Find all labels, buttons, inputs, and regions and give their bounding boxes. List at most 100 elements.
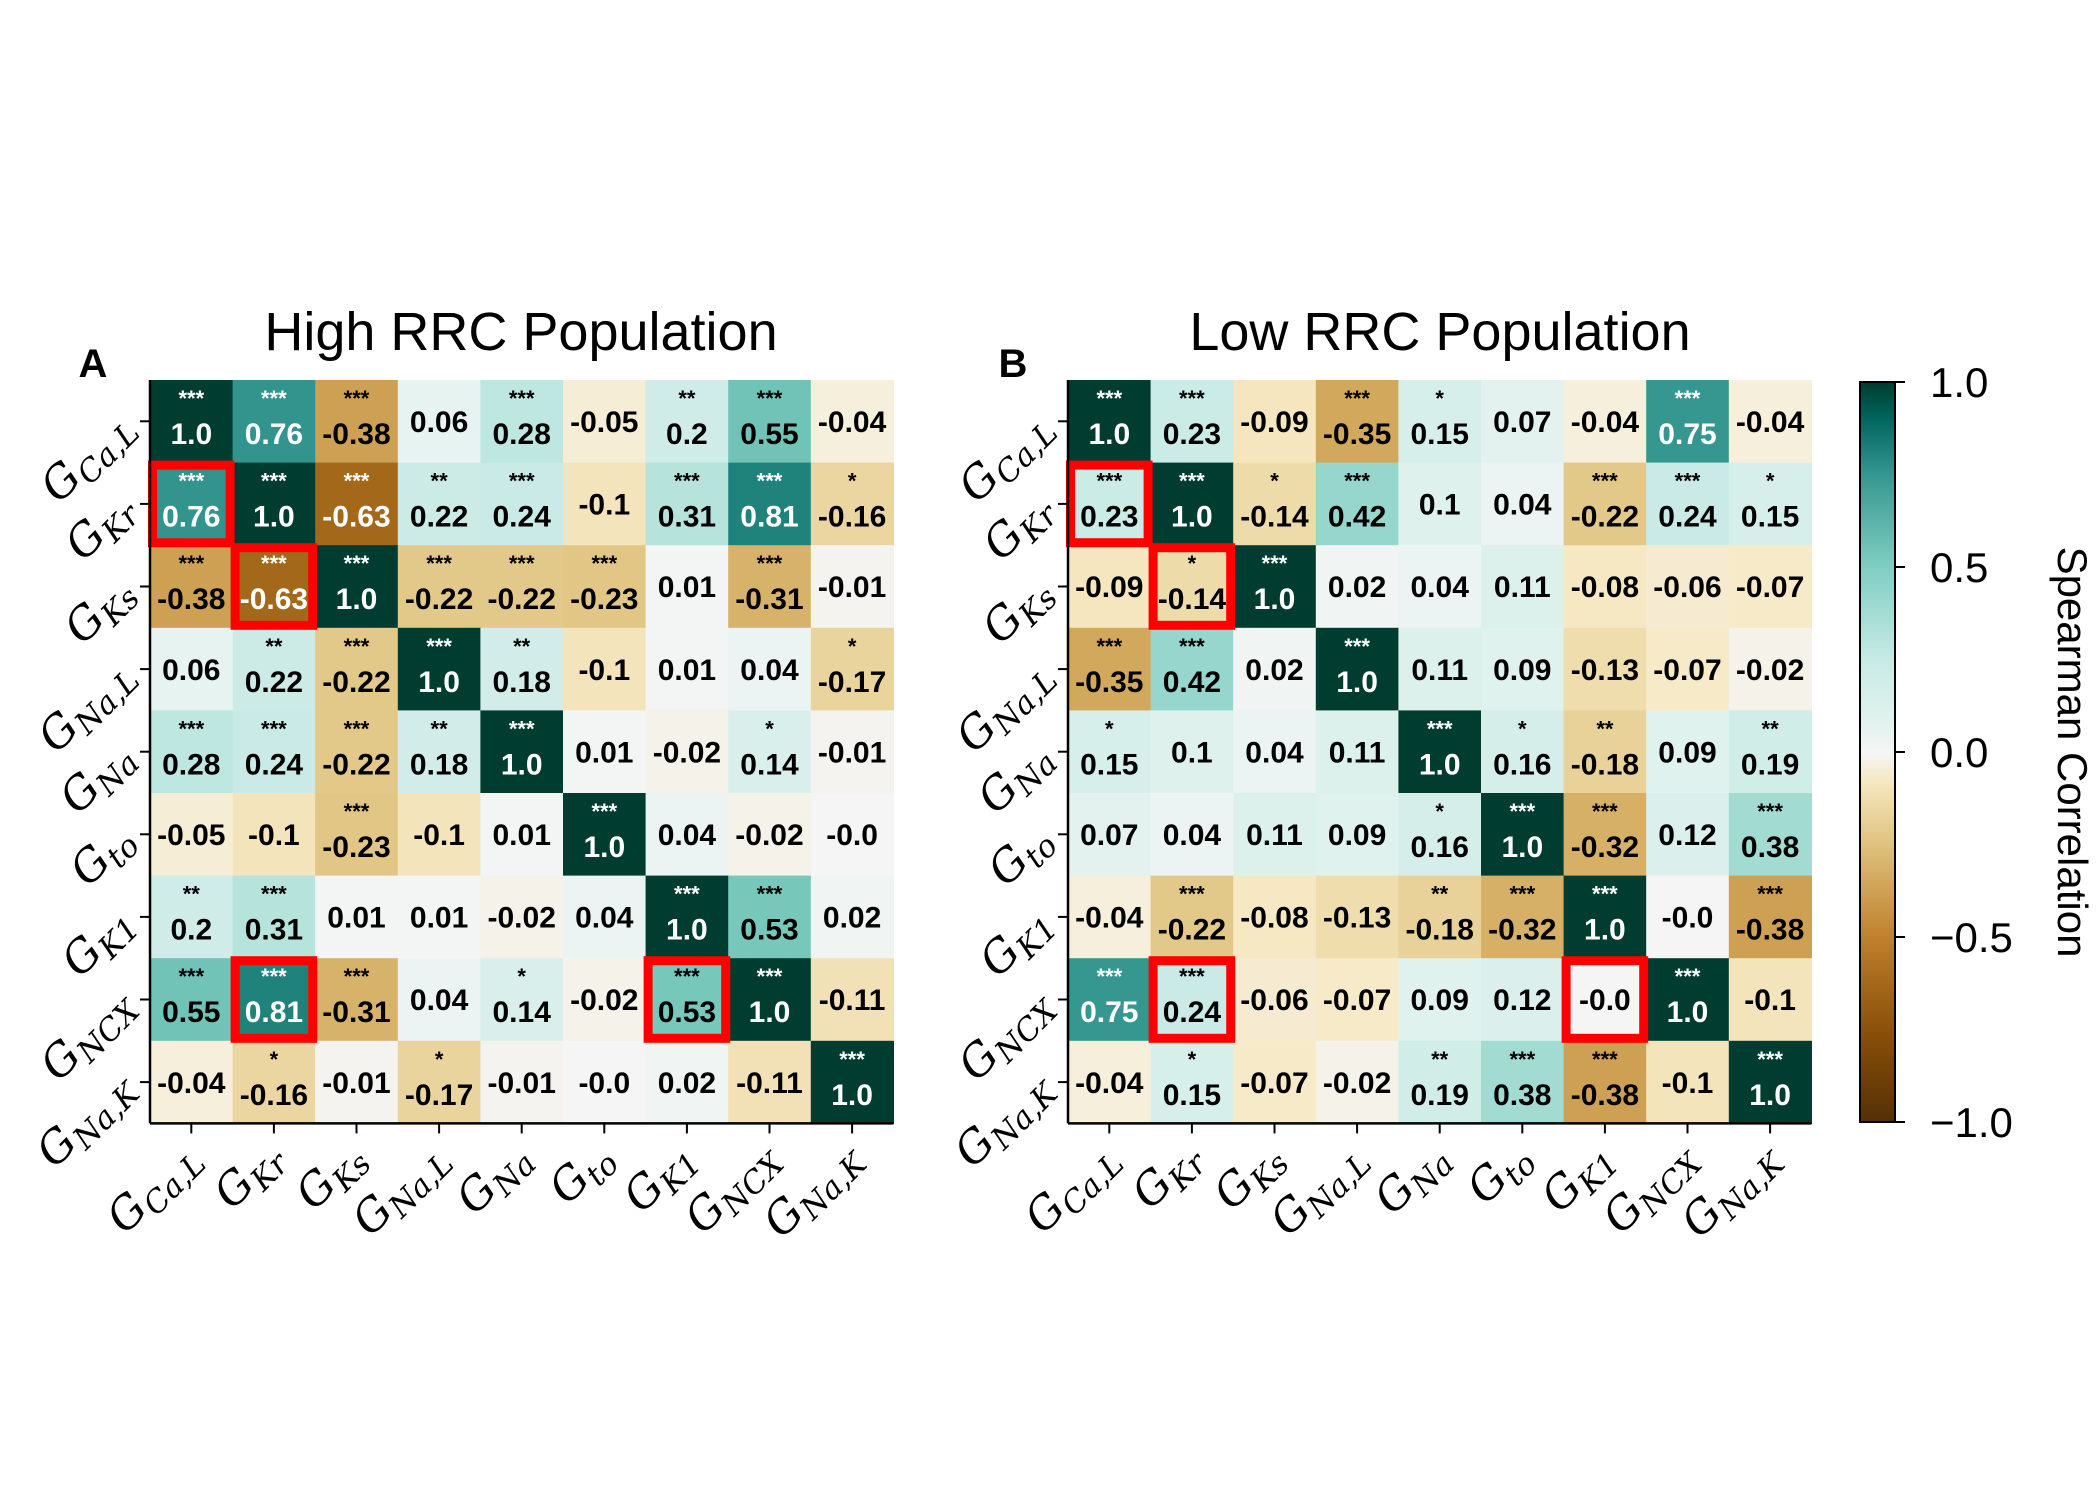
cell-value-label: 1.0 bbox=[1254, 583, 1296, 616]
cell-significance-label: *** bbox=[757, 551, 783, 576]
cell-value-label: -0.09 bbox=[1240, 406, 1308, 439]
cell-value-label: -0.1 bbox=[413, 819, 465, 852]
cell-value-label: -0.32 bbox=[1488, 914, 1556, 947]
heatmap-cell bbox=[1481, 793, 1565, 877]
cell-value-label: 0.31 bbox=[658, 501, 716, 534]
cell-value-label: 1.0 bbox=[501, 748, 543, 781]
heatmap-cell bbox=[480, 793, 564, 877]
cell-value-label: -0.05 bbox=[157, 819, 225, 852]
cell-value-label: 0.53 bbox=[658, 996, 716, 1029]
heatmap-cell bbox=[1646, 793, 1730, 877]
cell-significance-label: ** bbox=[265, 634, 283, 659]
heatmap-cell bbox=[1315, 793, 1399, 877]
cell-value-label: 1.0 bbox=[418, 666, 460, 699]
cell-significance-label: *** bbox=[261, 882, 287, 907]
heatmap-cell bbox=[810, 462, 894, 546]
cell-value-label: 0.09 bbox=[1493, 654, 1551, 687]
heatmap-cell bbox=[645, 1040, 729, 1124]
y-tick-label: GCa,L bbox=[31, 400, 148, 517]
heatmap-cell bbox=[1481, 545, 1565, 629]
y-tick-label: GKs bbox=[972, 565, 1065, 658]
heatmap-cell bbox=[810, 875, 894, 959]
heatmap-cell bbox=[397, 793, 481, 877]
heatmap-cell bbox=[1068, 627, 1152, 711]
cell-significance-label: *** bbox=[757, 469, 783, 494]
heatmap-cell bbox=[315, 545, 399, 629]
heatmap-cell bbox=[480, 875, 564, 959]
cell-value-label: 0.01 bbox=[658, 571, 716, 604]
cell-value-label: -0.01 bbox=[322, 1067, 390, 1100]
heatmap-cell bbox=[1398, 710, 1482, 794]
cell-value-label: 0.31 bbox=[245, 914, 303, 947]
cell-significance-label: *** bbox=[261, 964, 287, 989]
highlight-box bbox=[643, 956, 731, 1043]
heatmap-cell bbox=[1728, 875, 1812, 959]
heatmap-cell bbox=[1315, 710, 1399, 794]
heatmap-cell bbox=[1068, 710, 1152, 794]
heatmap-cell bbox=[810, 958, 894, 1042]
panel-b-title: Low RRC Population bbox=[1189, 302, 1690, 362]
heatmap-cell bbox=[1150, 380, 1234, 464]
heatmap-cell bbox=[728, 462, 812, 546]
cell-value-label: 1.0 bbox=[749, 996, 791, 1029]
cell-value-label: -0.07 bbox=[1653, 654, 1721, 687]
cell-significance-label: *** bbox=[1592, 799, 1618, 824]
y-tick-label: GNa,L bbox=[946, 648, 1065, 767]
cell-value-label: 0.01 bbox=[327, 902, 385, 935]
heatmap-cell bbox=[397, 462, 481, 546]
y-tick-label: GNa,K bbox=[26, 1060, 148, 1182]
cell-value-label: 0.06 bbox=[410, 406, 468, 439]
x-tick-label: GKr bbox=[204, 1130, 298, 1224]
y-tick-label: GK1 bbox=[52, 896, 147, 991]
cell-value-label: 0.2 bbox=[666, 418, 708, 451]
heatmap-cell bbox=[1646, 1040, 1730, 1124]
cell-value-label: -0.35 bbox=[1075, 666, 1143, 699]
heatmap-cell bbox=[1481, 710, 1565, 794]
cell-value-label: 0.24 bbox=[1658, 501, 1717, 534]
y-tick-label: GKs bbox=[54, 565, 147, 658]
cell-significance-label: ** bbox=[1431, 1047, 1449, 1072]
highlight-box bbox=[1561, 956, 1649, 1043]
heatmap-cell bbox=[563, 545, 647, 629]
heatmap-cell bbox=[1315, 958, 1399, 1042]
cell-value-label: 0.11 bbox=[1494, 571, 1551, 604]
heatmap-cell bbox=[397, 710, 481, 794]
cell-significance-label: *** bbox=[757, 964, 783, 989]
cell-value-label: 0.04 bbox=[1493, 489, 1552, 522]
cell-value-label: 0.42 bbox=[1163, 666, 1221, 699]
colorbar-gradient bbox=[1859, 381, 1896, 1123]
cell-value-label: -0.18 bbox=[1406, 914, 1474, 947]
heatmap-cell bbox=[1068, 958, 1152, 1042]
heatmap-cell bbox=[315, 875, 399, 959]
heatmap-cell bbox=[232, 627, 316, 711]
cell-significance-label: ** bbox=[678, 386, 696, 411]
cell-value-label: 1.0 bbox=[336, 583, 378, 616]
y-tick-label: GNa,L bbox=[28, 648, 147, 767]
cell-value-label: 0.23 bbox=[1163, 418, 1221, 451]
cell-significance-label: *** bbox=[261, 716, 287, 741]
heatmap-cell bbox=[1398, 380, 1482, 464]
cell-significance-label: * bbox=[765, 716, 774, 741]
cell-value-label: -0.1 bbox=[248, 819, 300, 852]
cell-significance-label: *** bbox=[1592, 1047, 1618, 1072]
heatmap-cell bbox=[645, 545, 729, 629]
heatmap-cell bbox=[1233, 793, 1317, 877]
cell-value-label: -0.08 bbox=[1240, 902, 1308, 935]
cell-significance-label: *** bbox=[1096, 386, 1122, 411]
heatmap-cell bbox=[1315, 462, 1399, 546]
cell-value-label: 0.1 bbox=[1171, 736, 1213, 769]
cell-value-label: 0.1 bbox=[1419, 489, 1461, 522]
cell-value-label: 0.11 bbox=[1411, 654, 1468, 687]
heatmap-panel-b: Low RRC Population B 1.0***0.23***-0.09-… bbox=[944, 302, 1812, 1252]
heatmap-cell bbox=[563, 1040, 647, 1124]
cell-significance-label: *** bbox=[344, 551, 370, 576]
x-tick-label: Gto bbox=[539, 1131, 626, 1218]
cell-value-label: -0.05 bbox=[570, 406, 638, 439]
cell-value-label: 1.0 bbox=[583, 831, 625, 864]
cell-significance-label: *** bbox=[1096, 469, 1122, 494]
heatmap-cell bbox=[645, 380, 729, 464]
heatmap-cell bbox=[1150, 958, 1234, 1042]
cell-significance-label: *** bbox=[344, 799, 370, 824]
cell-significance-label: ** bbox=[1596, 716, 1614, 741]
